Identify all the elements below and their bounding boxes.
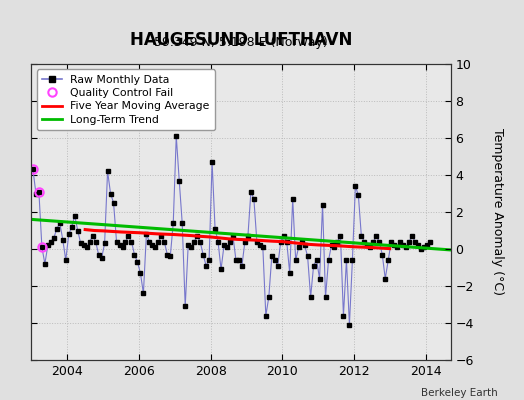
Legend: Raw Monthly Data, Quality Control Fail, Five Year Moving Average, Long-Term Tren: Raw Monthly Data, Quality Control Fail, … [37,70,215,130]
Y-axis label: Temperature Anomaly (°C): Temperature Anomaly (°C) [490,128,504,296]
Text: 59.349 N, 5.198 E (Norway): 59.349 N, 5.198 E (Norway) [154,36,328,49]
Title: HAUGESUND LUFTHAVN: HAUGESUND LUFTHAVN [130,30,352,48]
Text: Berkeley Earth: Berkeley Earth [421,388,498,398]
